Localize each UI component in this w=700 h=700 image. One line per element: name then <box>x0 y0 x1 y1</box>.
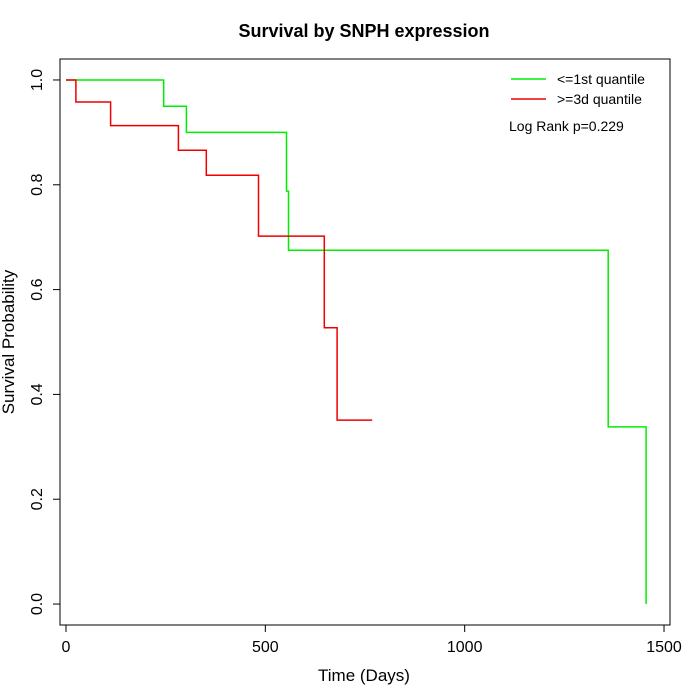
chart-title: Survival by SNPH expression <box>238 21 489 41</box>
x-tick-label: 1000 <box>447 639 483 656</box>
legend: <=1st quantile >=3d quantile <box>511 71 645 107</box>
x-axis: 0 500 1000 1500 <box>62 624 682 656</box>
x-axis-label: Time (Days) <box>318 666 410 685</box>
y-axis-label: Survival Probability <box>0 269 18 414</box>
series-line-low-quantile <box>66 79 647 604</box>
y-tick-label: 0.4 <box>29 383 46 405</box>
x-tick-label: 500 <box>252 639 279 656</box>
y-tick-label: 1.0 <box>29 69 46 91</box>
y-axis: 0.0 0.2 0.4 0.6 0.8 1.0 <box>29 69 61 615</box>
y-tick-label: 0.8 <box>29 174 46 196</box>
log-rank-annotation: Log Rank p=0.229 <box>509 118 624 134</box>
y-tick-label: 0.2 <box>29 488 46 510</box>
y-tick-label: 0.0 <box>29 593 46 615</box>
legend-label-low-quantile: <=1st quantile <box>557 71 645 87</box>
y-tick-label: 0.6 <box>29 278 46 300</box>
series-line-high-quantile <box>66 79 373 421</box>
legend-label-high-quantile: >=3d quantile <box>557 91 642 107</box>
series-layer <box>66 79 647 604</box>
x-tick-label: 1500 <box>646 639 682 656</box>
x-tick-label: 0 <box>62 639 71 656</box>
